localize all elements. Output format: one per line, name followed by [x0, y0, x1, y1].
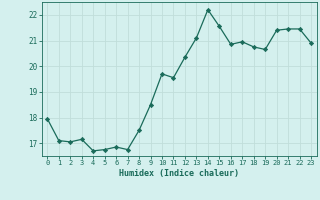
- X-axis label: Humidex (Indice chaleur): Humidex (Indice chaleur): [119, 169, 239, 178]
